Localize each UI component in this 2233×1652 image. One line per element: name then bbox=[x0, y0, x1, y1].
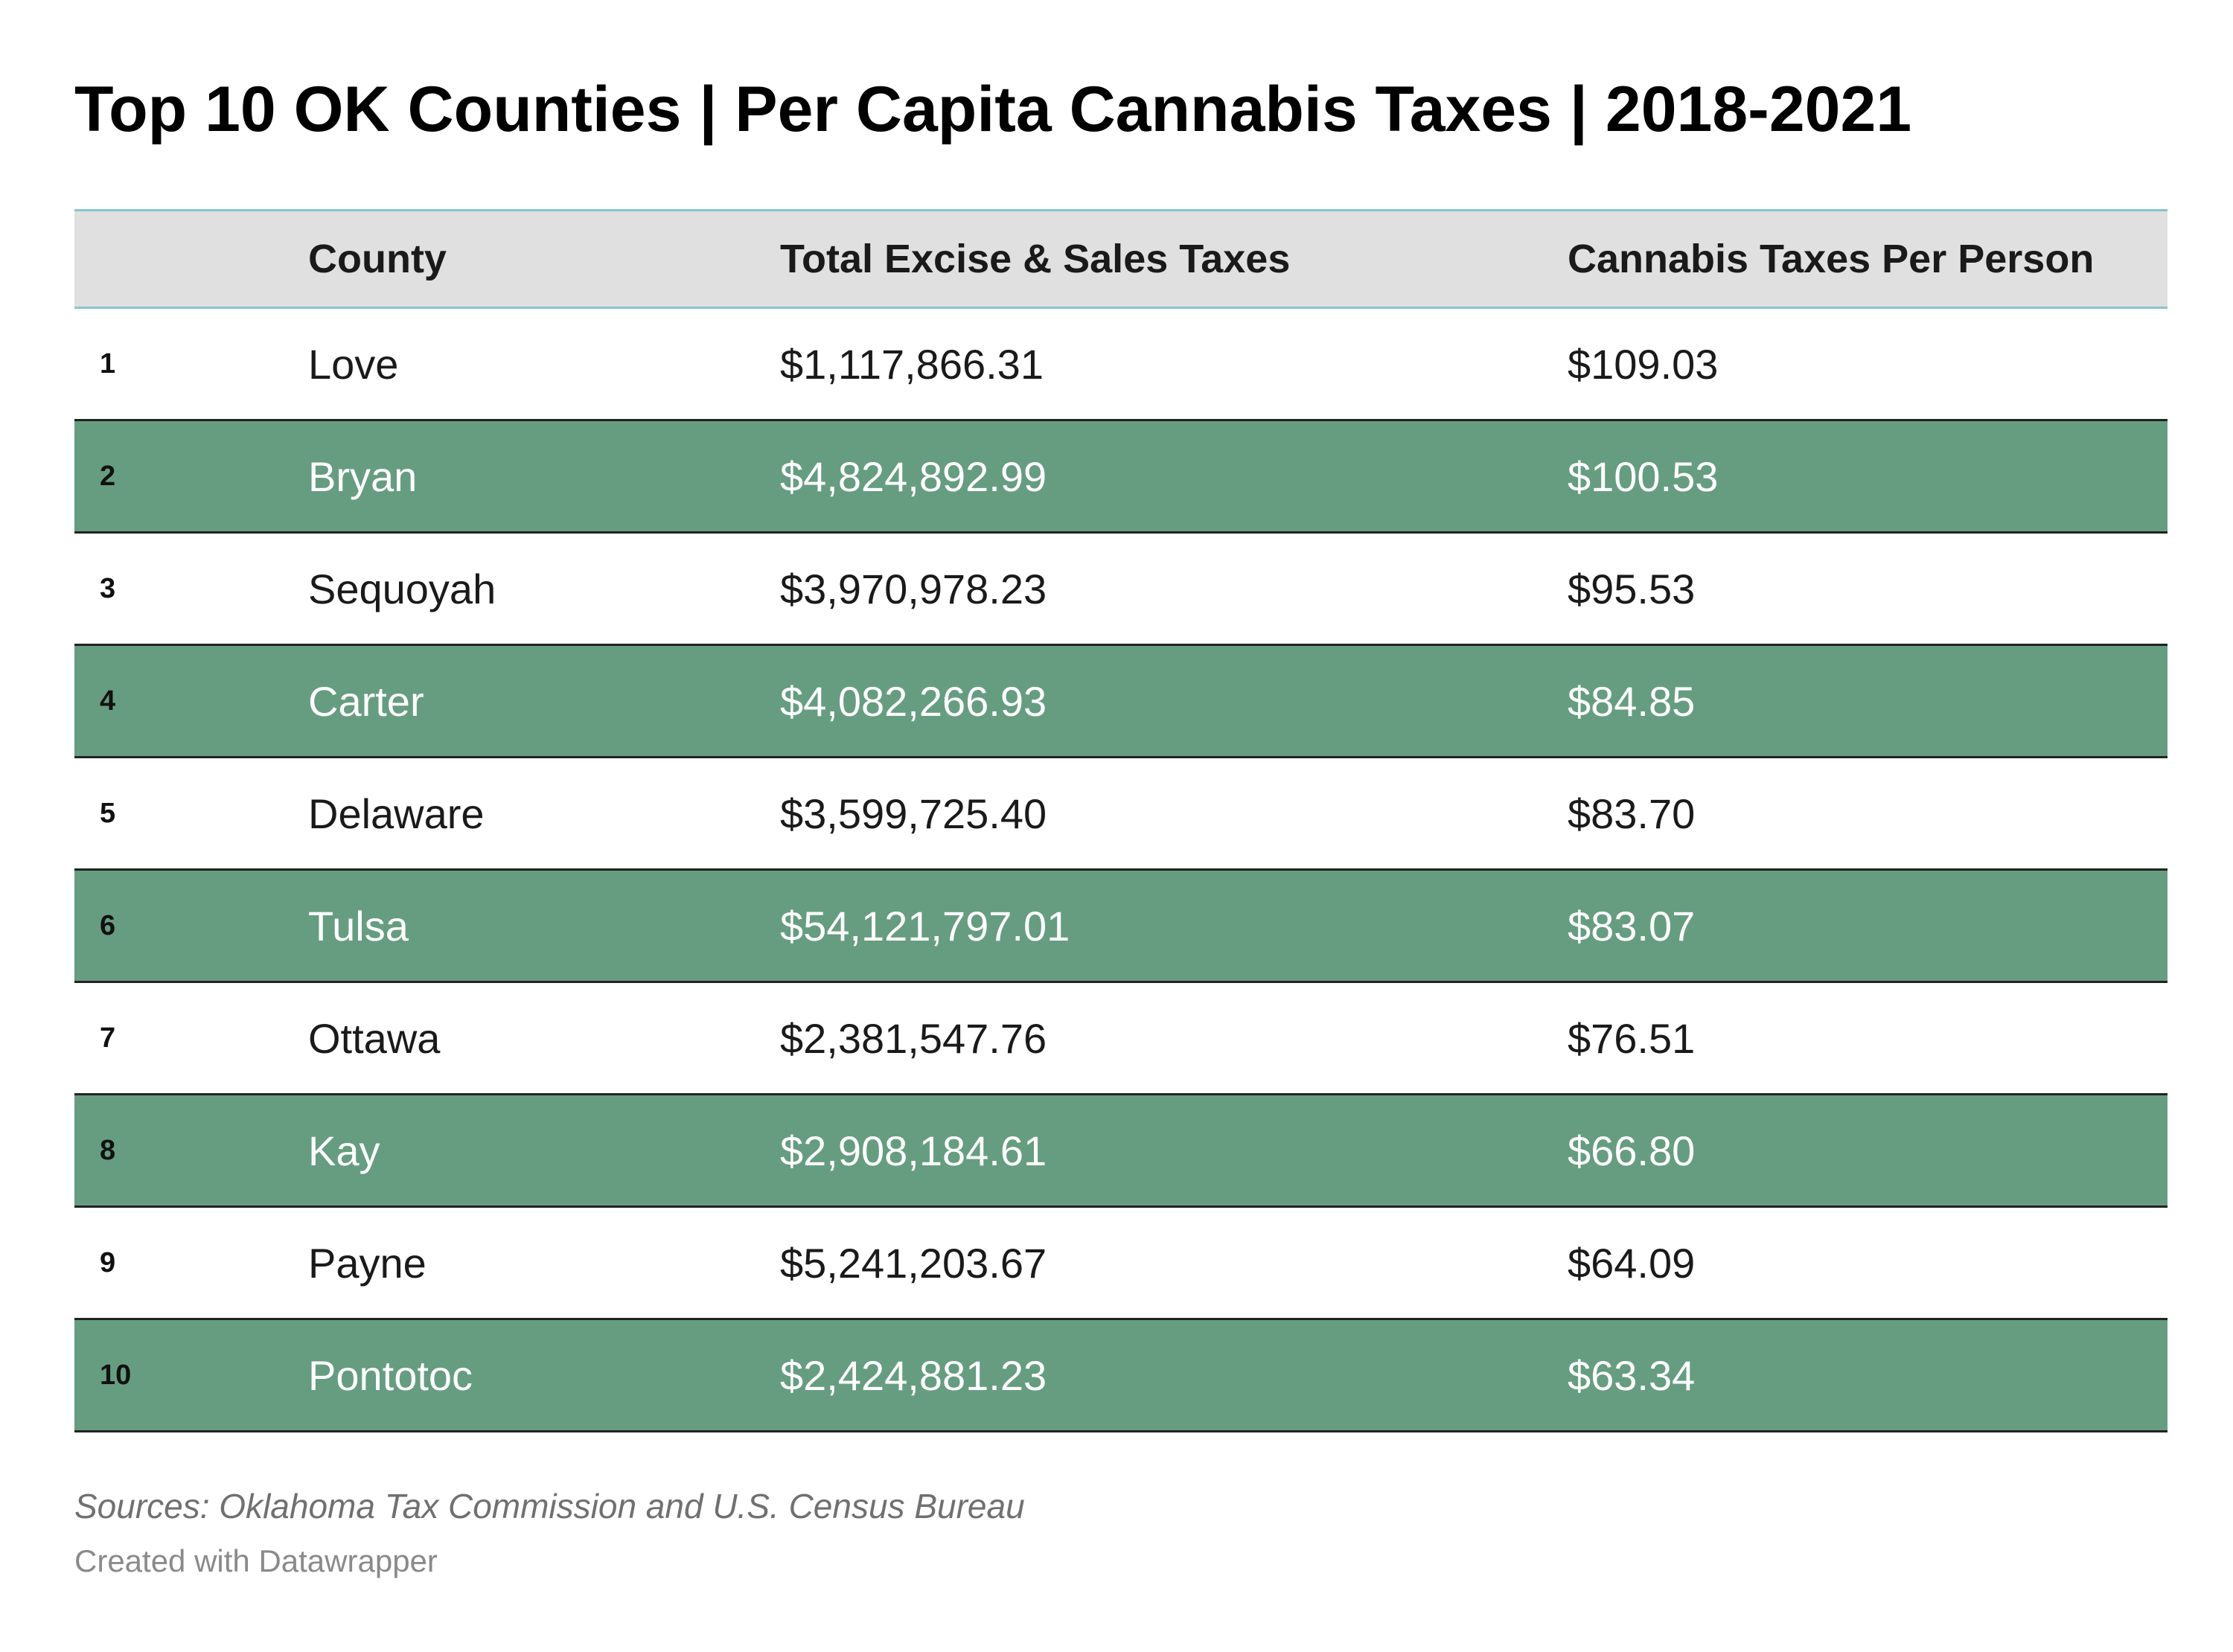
county-cell: Love bbox=[308, 340, 399, 388]
chart-container: Top 10 OK Counties | Per Capita Cannabis… bbox=[74, 0, 2167, 1652]
county-cell: Pontotoc bbox=[308, 1351, 473, 1399]
rank-cell: 4 bbox=[100, 685, 116, 717]
county-cell: Ottawa bbox=[308, 1014, 441, 1062]
table-row: 7 Ottawa $2,381,547.76 $76.51 bbox=[74, 983, 2167, 1095]
rank-cell: 6 bbox=[100, 909, 116, 941]
table-row: 3 Sequoyah $3,970,978.23 $95.53 bbox=[74, 534, 2167, 646]
per-person-cell: $83.07 bbox=[1568, 902, 1696, 950]
table-row: 4 Carter $4,082,266.93 $84.85 bbox=[74, 646, 2167, 758]
per-person-cell: $109.03 bbox=[1568, 340, 1719, 388]
total-taxes-cell: $4,082,266.93 bbox=[780, 677, 1047, 725]
total-taxes-cell: $54,121,797.01 bbox=[780, 902, 1070, 950]
header-total-taxes: Total Excise & Sales Taxes bbox=[780, 237, 1291, 281]
rank-cell: 8 bbox=[100, 1134, 116, 1166]
table-row: 2 Bryan $4,824,892.99 $100.53 bbox=[74, 421, 2167, 534]
rank-cell: 2 bbox=[100, 460, 116, 492]
data-table: County Total Excise & Sales Taxes Cannab… bbox=[74, 209, 2167, 1432]
table-row: 10 Pontotoc $2,424,881.23 $63.34 bbox=[74, 1320, 2167, 1432]
per-person-cell: $76.51 bbox=[1568, 1014, 1696, 1062]
header-taxes-per-person: Cannabis Taxes Per Person bbox=[1568, 237, 2095, 281]
county-cell: Carter bbox=[308, 677, 424, 725]
table-row: 8 Kay $2,908,184.61 $66.80 bbox=[74, 1095, 2167, 1208]
total-taxes-cell: $5,241,203.67 bbox=[780, 1239, 1047, 1287]
credit-link[interactable]: Created with Datawrapper bbox=[74, 1543, 438, 1578]
county-cell: Tulsa bbox=[308, 902, 409, 950]
county-cell: Sequoyah bbox=[308, 565, 496, 612]
rank-cell: 1 bbox=[100, 348, 116, 380]
rank-cell: 5 bbox=[100, 797, 116, 829]
total-taxes-cell: $3,970,978.23 bbox=[780, 565, 1047, 612]
source-note: Sources: Oklahoma Tax Commission and U.S… bbox=[74, 1487, 1025, 1525]
total-taxes-cell: $2,381,547.76 bbox=[780, 1014, 1047, 1062]
per-person-cell: $63.34 bbox=[1568, 1351, 1696, 1399]
rank-cell: 10 bbox=[100, 1359, 132, 1391]
per-person-cell: $66.80 bbox=[1568, 1127, 1696, 1174]
header-county: County bbox=[308, 237, 447, 281]
table-row: 1 Love $1,117,866.31 $109.03 bbox=[74, 309, 2167, 421]
total-taxes-cell: $3,599,725.40 bbox=[780, 790, 1047, 837]
per-person-cell: $83.70 bbox=[1568, 790, 1696, 837]
per-person-cell: $84.85 bbox=[1568, 677, 1696, 725]
county-cell: Payne bbox=[308, 1239, 427, 1287]
county-cell: Bryan bbox=[308, 452, 418, 500]
per-person-cell: $64.09 bbox=[1568, 1239, 1696, 1287]
table-row: 6 Tulsa $54,121,797.01 $83.07 bbox=[74, 871, 2167, 983]
county-cell: Kay bbox=[308, 1127, 380, 1174]
table-header: County Total Excise & Sales Taxes Cannab… bbox=[74, 209, 2167, 309]
per-person-cell: $95.53 bbox=[1568, 565, 1696, 612]
chart-footer: Sources: Oklahoma Tax Commission and U.S… bbox=[74, 1485, 2167, 1581]
chart-title: Top 10 OK Counties | Per Capita Cannabis… bbox=[74, 74, 1912, 145]
rank-cell: 3 bbox=[100, 572, 116, 604]
rank-cell: 7 bbox=[100, 1022, 116, 1054]
table-row: 9 Payne $5,241,203.67 $64.09 bbox=[74, 1208, 2167, 1320]
table-row: 5 Delaware $3,599,725.40 $83.70 bbox=[74, 758, 2167, 871]
total-taxes-cell: $2,908,184.61 bbox=[780, 1127, 1047, 1174]
total-taxes-cell: $1,117,866.31 bbox=[780, 340, 1044, 388]
rank-cell: 9 bbox=[100, 1246, 116, 1278]
per-person-cell: $100.53 bbox=[1568, 452, 1719, 500]
total-taxes-cell: $2,424,881.23 bbox=[780, 1351, 1047, 1399]
total-taxes-cell: $4,824,892.99 bbox=[780, 452, 1047, 500]
county-cell: Delaware bbox=[308, 790, 485, 837]
